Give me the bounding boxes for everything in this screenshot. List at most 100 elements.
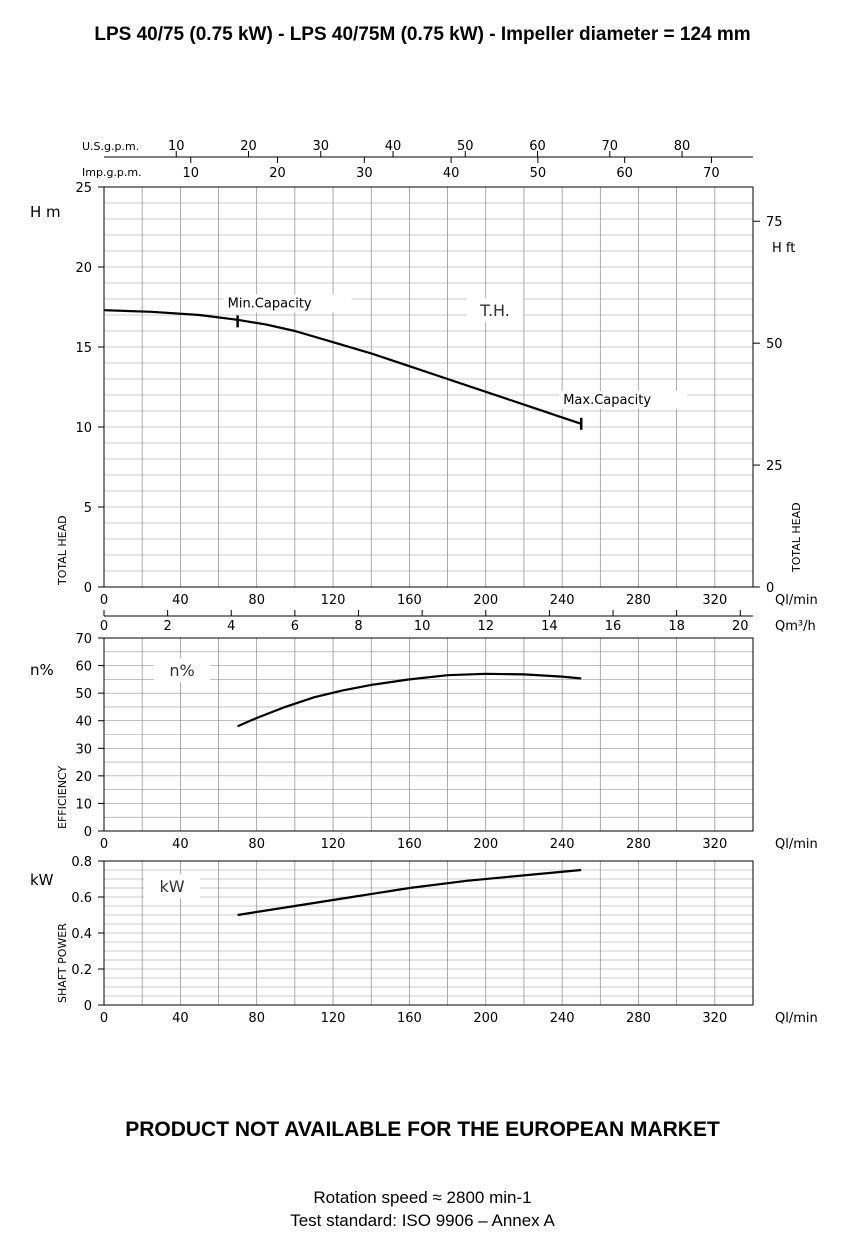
x-tick-label: 0 (100, 593, 108, 608)
curve-label: T.H. (479, 301, 510, 320)
x-tick-label: 40 (172, 593, 189, 608)
x-tick-label: 280 (626, 1011, 651, 1026)
top-tick-label: 10 (183, 166, 200, 181)
y2-tick-label: 25 (766, 459, 783, 474)
x-tick-label: 120 (321, 593, 346, 608)
curve-label: kW (159, 877, 184, 896)
top-tick-label: 50 (530, 166, 547, 181)
head-panel (98, 186, 754, 588)
top-tick-label: 40 (385, 139, 402, 154)
y-tick-label: 25 (75, 181, 92, 196)
y-tick-label: 0 (84, 581, 92, 596)
top-tick-label: 60 (529, 139, 546, 154)
y2-tick-label: 0 (766, 581, 774, 596)
y-tick-label: 0.8 (71, 855, 92, 870)
y-tick-label: 0.2 (71, 963, 92, 978)
chart-title: LPS 40/75 (0.75 kW) - LPS 40/75M (0.75 k… (94, 24, 751, 45)
y-tick-label: 40 (75, 715, 92, 730)
y-tick-label: 20 (75, 770, 92, 785)
m3h-tick-label: 0 (100, 619, 108, 634)
top-tick-label: 70 (602, 139, 619, 154)
y-tick-label: 10 (75, 797, 92, 812)
x-tick-label: 160 (397, 593, 422, 608)
market-notice: PRODUCT NOT AVAILABLE FOR THE EUROPEAN M… (125, 1118, 720, 1141)
m3h-tick-label: 12 (477, 619, 494, 634)
y-axis-title: TOTAL HEAD (56, 515, 69, 586)
y2-tick-label: 75 (766, 215, 783, 230)
x-tick-label: 320 (702, 1011, 727, 1026)
curve-label-bg (154, 658, 210, 682)
plot-frame (103, 186, 754, 588)
y-tick-label: 20 (75, 261, 92, 276)
capacity-annotation: Max.Capacity (563, 393, 651, 408)
x-tick-label: 120 (321, 1011, 346, 1026)
power-panel (98, 860, 754, 1006)
curve-label-bg (144, 874, 200, 898)
top-tick-label: 40 (443, 166, 460, 181)
y-tick-label: 15 (75, 341, 92, 356)
y-axis-title: SHAFT POWER (56, 923, 69, 1003)
top-tick-label: 70 (703, 166, 720, 181)
plot-frame (103, 637, 754, 832)
x-tick-label: 0 (100, 1011, 108, 1026)
y-tick-label: 0.6 (71, 891, 92, 906)
head-curve (103, 309, 582, 425)
m3h-tick-label: 20 (732, 619, 749, 634)
x-tick-label: 240 (550, 593, 575, 608)
top-tick-label: 30 (356, 166, 373, 181)
top-tick-label: 60 (616, 166, 633, 181)
x-tick-label: 280 (626, 837, 651, 852)
rotation-speed-text: Rotation speed ≈ 2800 min-1 (313, 1188, 532, 1207)
m3h-tick-label: 14 (541, 619, 558, 634)
y-tick-label: 30 (75, 742, 92, 757)
efficiency-curve (237, 672, 582, 728)
x-tick-label: 120 (321, 837, 346, 852)
y2-unit-label: H ft (772, 241, 795, 256)
m3h-tick-label: 4 (227, 619, 235, 634)
top-tick-label: 50 (457, 139, 474, 154)
y-tick-label: 5 (84, 501, 92, 516)
x-tick-label: 80 (248, 593, 265, 608)
x-unit-label: Ql/min (775, 593, 818, 608)
y-tick-label: 0 (84, 825, 92, 840)
x-tick-label: 200 (473, 837, 498, 852)
top-tick-label: 30 (312, 139, 329, 154)
x-tick-label: 240 (550, 1011, 575, 1026)
m3h-tick-label: 6 (291, 619, 299, 634)
annotation-bg (559, 390, 688, 409)
power-curve (237, 868, 582, 917)
test-standard-text: Test standard: ISO 9906 – Annex A (290, 1211, 555, 1230)
curve-label: n% (169, 661, 194, 680)
top-tick-label: 80 (674, 139, 691, 154)
x-tick-label: 80 (248, 1011, 265, 1026)
x-tick-label: 40 (172, 837, 189, 852)
x-tick-label: 40 (172, 1011, 189, 1026)
x-unit-label: Ql/min (775, 1011, 818, 1026)
efficiency-panel (98, 637, 754, 832)
m3h-tick-label: 10 (414, 619, 431, 634)
y-tick-label: 70 (75, 632, 92, 647)
y2-axis-title: TOTAL HEAD (790, 502, 803, 573)
y-axis-title: EFFICIENCY (56, 766, 69, 829)
m3h-tick-label: 8 (354, 619, 362, 634)
y-tick-label: 50 (75, 687, 92, 702)
y-tick-label: 0 (84, 999, 92, 1014)
x-tick-label: 160 (397, 1011, 422, 1026)
top-axis-us-label: U.S.g.p.m. (82, 140, 139, 153)
top-tick-label: 20 (240, 139, 257, 154)
y-tick-label: 10 (75, 421, 92, 436)
x-tick-label: 200 (473, 1011, 498, 1026)
y-unit-label: n% (30, 661, 54, 679)
m3h-tick-label: 16 (605, 619, 622, 634)
m3h-unit-label: Qm³/h (775, 619, 816, 634)
x-tick-label: 240 (550, 837, 575, 852)
m3h-tick-label: 18 (668, 619, 685, 634)
y-unit-label: H m (30, 203, 61, 221)
x-tick-label: 320 (702, 837, 727, 852)
y2-tick-label: 50 (766, 337, 783, 352)
top-tick-label: 20 (269, 166, 286, 181)
capacity-annotation: Min.Capacity (228, 296, 312, 311)
top-tick-label: 10 (168, 139, 185, 154)
x-tick-label: 160 (397, 837, 422, 852)
